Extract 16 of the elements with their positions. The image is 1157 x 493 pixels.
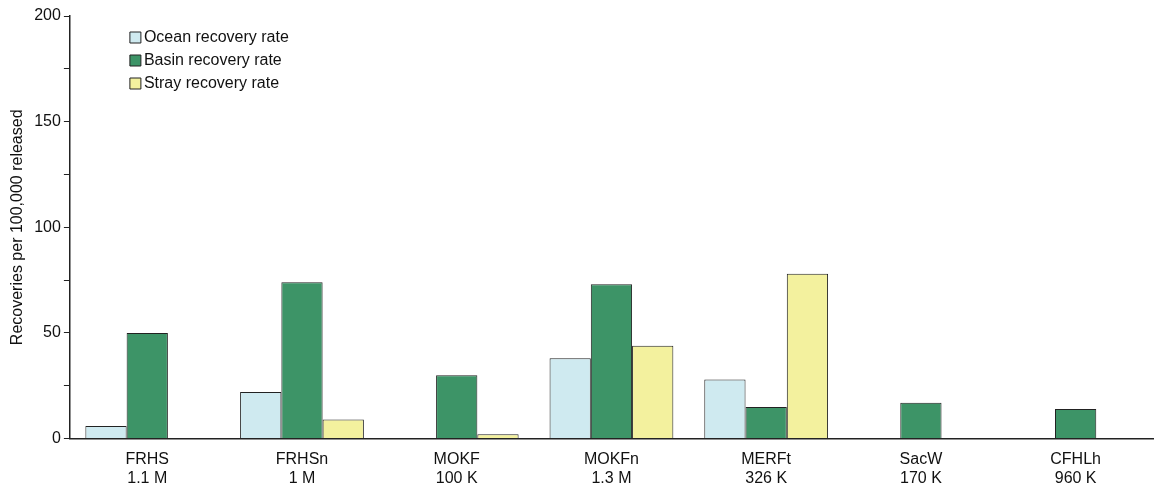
x-tick-label: MOKFn 1.3 M [583, 449, 640, 486]
x-tick-label: MERFt 326 K [741, 449, 792, 486]
legend-label: Stray recovery rate [143, 74, 280, 92]
legend-label: Basin recovery rate [143, 51, 282, 69]
y-tick-label: 200 [34, 6, 61, 24]
y-axis-title: Recoveries per 100,000 released [8, 109, 26, 346]
x-tick-label: FRHSn 1 M [275, 449, 329, 486]
y-tick-label: 0 [51, 429, 61, 447]
legend-label: Ocean recovery rate [143, 28, 289, 46]
y-tick-label: 150 [34, 112, 61, 130]
y-tick-label: 50 [43, 323, 61, 341]
y-tick-label: 100 [34, 217, 61, 235]
x-tick-label: CFHLh 960 K [1050, 449, 1101, 486]
x-tick-label: SacW 170 K [899, 449, 944, 486]
x-tick-label: MOKF 100 K [433, 449, 481, 486]
x-tick-label: FRHS 1.1 M [125, 449, 170, 486]
